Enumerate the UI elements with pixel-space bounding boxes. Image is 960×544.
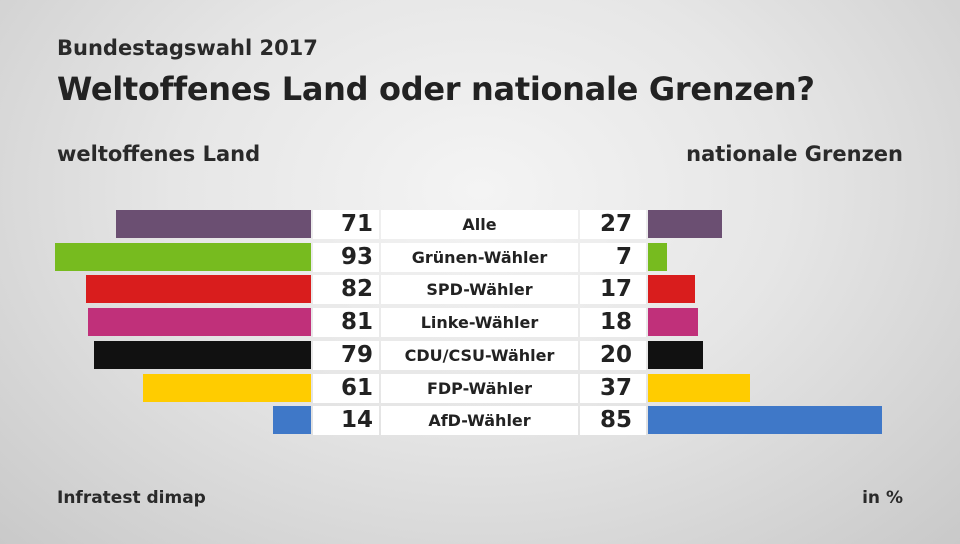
bar-left-0: [115, 210, 311, 238]
category-label-3: Linke-Wähler: [381, 308, 578, 338]
bar-right-3: [648, 308, 698, 337]
value-right-3: 18: [580, 308, 646, 338]
value-left-3: 81: [313, 308, 379, 338]
right-series-label: nationale Grenzen: [686, 142, 903, 166]
category-label-4: CDU/CSU-Wähler: [381, 340, 578, 370]
value-left-5: 61: [313, 373, 379, 403]
bar-left-5: [143, 373, 311, 402]
value-left-1: 93: [313, 242, 379, 272]
bar-right-4: [648, 340, 703, 369]
value-right-0: 27: [580, 210, 646, 239]
value-right-5: 37: [580, 373, 646, 403]
unit-label: in %: [862, 488, 903, 508]
category-label-0: Alle: [381, 210, 578, 239]
chart-title: Weltoffenes Land oder nationale Grenzen?: [57, 70, 815, 108]
value-right-4: 20: [580, 340, 646, 370]
value-left-4: 79: [313, 340, 379, 370]
category-label-6: AfD-Wähler: [381, 406, 578, 436]
bar-right-0: [648, 210, 723, 238]
category-label-1: Grünen-Wähler: [381, 242, 578, 272]
bar-left-4: [93, 340, 311, 369]
bar-right-6: [648, 406, 882, 435]
bar-left-3: [88, 308, 311, 337]
value-right-6: 85: [580, 406, 646, 436]
bar-right-2: [648, 275, 695, 304]
bar-left-2: [85, 275, 311, 304]
bar-right-1: [648, 242, 668, 271]
value-left-0: 71: [313, 210, 379, 239]
category-label-5: FDP-Wähler: [381, 373, 578, 403]
bar-left-1: [55, 242, 311, 271]
chart-supertitle: Bundestagswahl 2017: [57, 36, 318, 60]
value-right-1: 7: [580, 242, 646, 272]
value-right-2: 17: [580, 275, 646, 305]
bar-right-5: [648, 373, 750, 402]
source-label: Infratest dimap: [57, 488, 206, 508]
value-left-2: 82: [313, 275, 379, 305]
value-left-6: 14: [313, 406, 379, 436]
category-label-2: SPD-Wähler: [381, 275, 578, 305]
left-series-label: weltoffenes Land: [57, 142, 261, 166]
bar-left-6: [272, 406, 311, 435]
